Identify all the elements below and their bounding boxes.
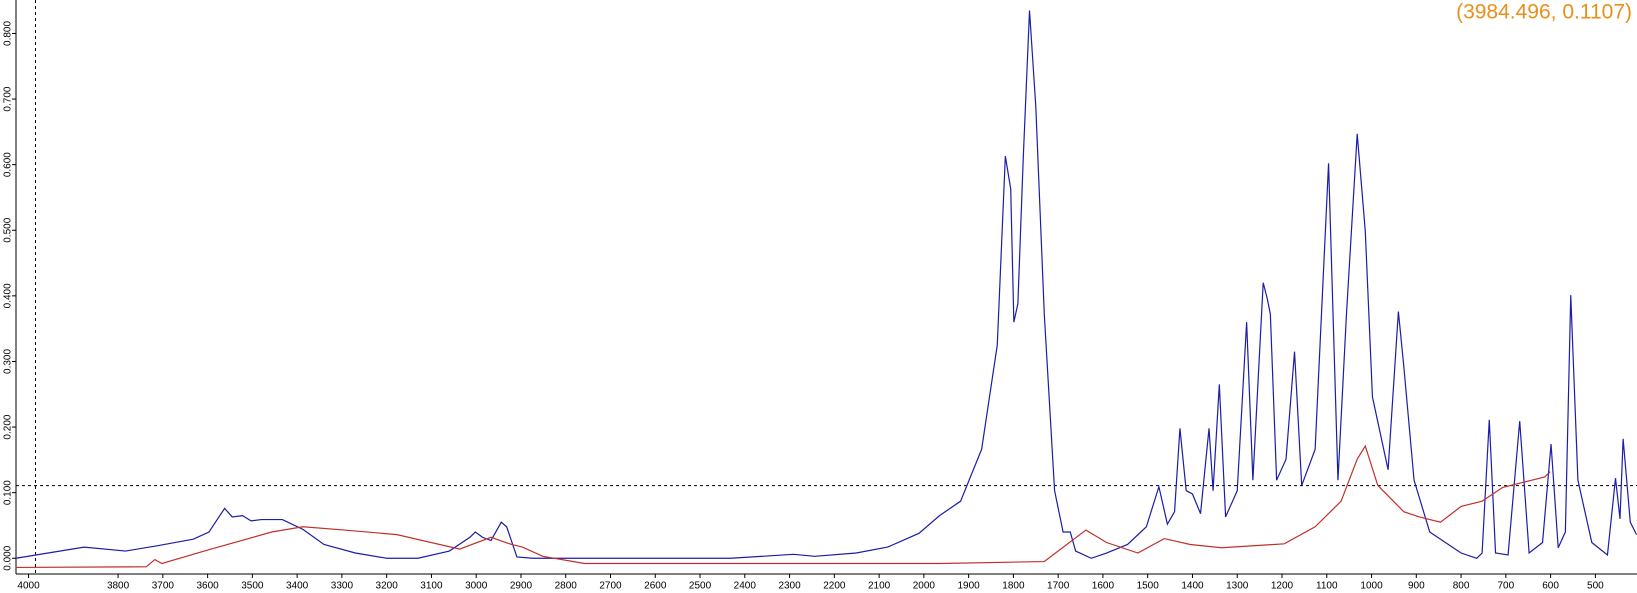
- x-tick-label: 2200: [823, 581, 846, 592]
- y-tick-label: 0.700: [3, 86, 14, 111]
- y-tick-label: 0.300: [3, 349, 14, 374]
- x-tick-label: 1000: [1360, 581, 1383, 592]
- y-tick-label: 0.000: [3, 545, 14, 570]
- y-tick-label: 0.100: [3, 480, 14, 505]
- x-tick-label: 2400: [734, 581, 757, 592]
- spectrum-line: [15, 444, 1551, 569]
- x-tick-label: 3300: [331, 581, 354, 592]
- x-tick-label: 800: [1453, 581, 1470, 592]
- x-tick-label: 1300: [1226, 581, 1249, 592]
- x-tick-label: 2900: [510, 581, 533, 592]
- x-tick-label: 600: [1542, 581, 1559, 592]
- y-tick-label: 0.400: [3, 283, 14, 308]
- x-tick-label: 1100: [1316, 581, 1338, 592]
- x-tick-label: 4000: [17, 581, 40, 592]
- x-tick-label: 1900: [958, 581, 981, 592]
- x-tick-label: 500: [1587, 581, 1604, 592]
- x-tick-label: 2500: [689, 581, 712, 592]
- x-tick-label: 2800: [555, 581, 578, 592]
- x-tick-label: 1400: [1181, 581, 1204, 592]
- x-tick-label: 3400: [286, 581, 309, 592]
- x-tick-label: 1700: [1047, 581, 1070, 592]
- x-tick-label: 700: [1497, 581, 1514, 592]
- x-tick-label: 3800: [107, 581, 130, 592]
- x-tick-label: 900: [1408, 581, 1425, 592]
- x-tick-label: 2600: [644, 581, 667, 592]
- y-tick-label: 0.200: [3, 414, 14, 439]
- cursor-readout: (3984.496, 0.1107): [1456, 0, 1632, 23]
- x-tick-label: 3000: [465, 581, 488, 592]
- x-tick-label: 3100: [420, 581, 443, 592]
- x-tick-label: 1500: [1137, 581, 1160, 592]
- x-tick-label: 2300: [778, 581, 801, 592]
- x-tick-label: 3500: [241, 581, 264, 592]
- x-tick-label: 3200: [376, 581, 399, 592]
- x-tick-label: 1800: [1002, 581, 1025, 592]
- x-tick-label: 2100: [868, 581, 891, 592]
- y-tick-label: 0.500: [3, 217, 14, 242]
- x-tick-label: 2000: [913, 581, 936, 592]
- x-tick-label: 3600: [196, 581, 219, 592]
- spectrum-line: [15, 10, 1637, 559]
- y-tick-label: 0.800: [3, 21, 14, 46]
- x-tick-label: 3700: [152, 581, 175, 592]
- x-tick-label: 1200: [1271, 581, 1294, 592]
- x-tick-label: 1600: [1092, 581, 1115, 592]
- y-tick-label: 0.600: [3, 152, 14, 177]
- x-tick-label: 2700: [599, 581, 622, 592]
